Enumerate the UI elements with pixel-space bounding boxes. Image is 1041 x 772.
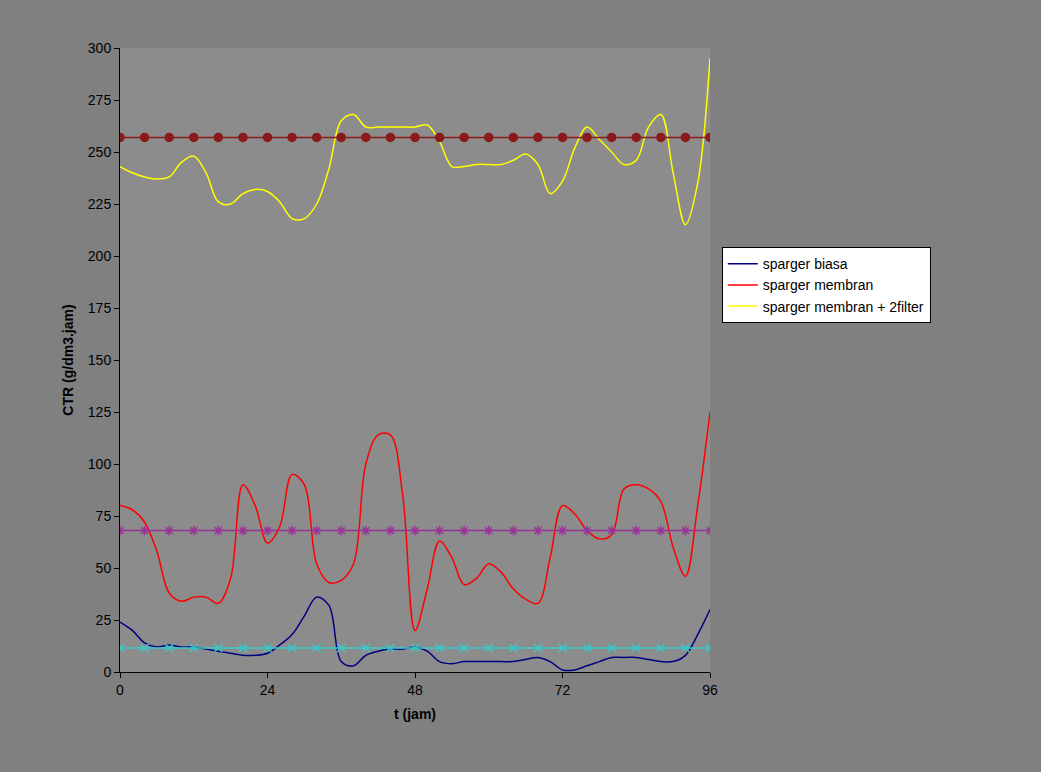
svg-text:150: 150 — [88, 352, 112, 368]
svg-text:0: 0 — [103, 664, 111, 680]
svg-text:25: 25 — [96, 612, 112, 628]
svg-text:96: 96 — [702, 682, 718, 698]
svg-text:CTR (g/dm3.jam): CTR (g/dm3.jam) — [60, 304, 76, 415]
svg-text:sparger membran + 2filter: sparger membran + 2filter — [763, 299, 924, 315]
svg-text:200: 200 — [88, 248, 112, 264]
svg-text:48: 48 — [407, 682, 423, 698]
svg-text:24: 24 — [260, 682, 276, 698]
svg-text:100: 100 — [88, 456, 112, 472]
svg-text:300: 300 — [88, 40, 112, 56]
svg-text:75: 75 — [96, 508, 112, 524]
svg-text:t (jam): t (jam) — [394, 706, 436, 722]
svg-text:175: 175 — [88, 300, 112, 316]
svg-text:225: 225 — [88, 196, 112, 212]
svg-text:72: 72 — [555, 682, 571, 698]
svg-text:275: 275 — [88, 92, 112, 108]
svg-text:sparger biasa: sparger biasa — [763, 256, 848, 272]
svg-text:50: 50 — [96, 560, 112, 576]
svg-text:125: 125 — [88, 404, 112, 420]
svg-text:0: 0 — [116, 682, 124, 698]
svg-text:250: 250 — [88, 144, 112, 160]
svg-text:sparger membran: sparger membran — [763, 277, 874, 293]
